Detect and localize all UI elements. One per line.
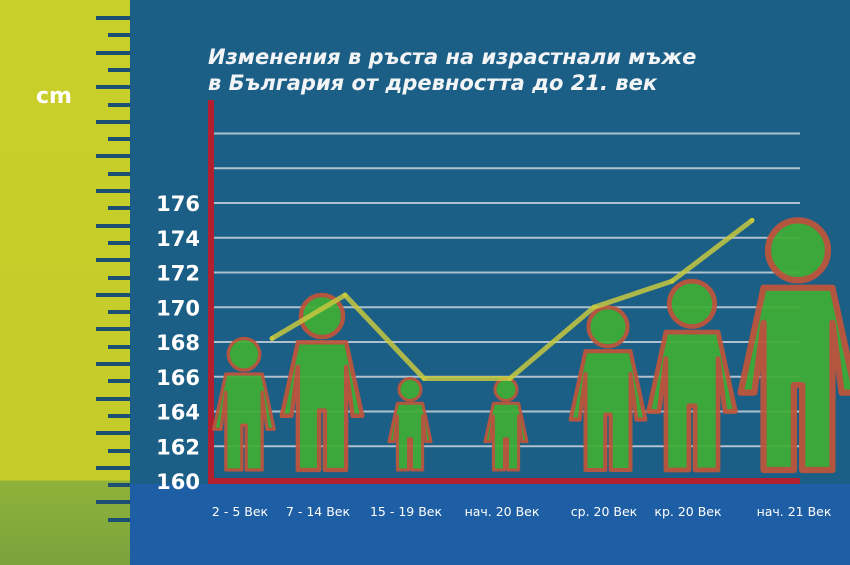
x-tick-label: 2 - 5 Век [212,504,269,519]
y-tick-label: 176 [156,192,200,216]
ruler-tick [108,206,130,211]
person-body [737,284,850,474]
data-point [342,292,348,298]
x-tick-label: ср. 20 Век [571,504,638,519]
data-point [269,336,275,342]
x-tick-label: 15 - 19 Век [370,504,443,519]
person-figure [568,305,648,473]
ruler-tick [108,310,130,315]
ruler-tick [96,465,130,470]
person-figure [483,376,529,472]
person-body [279,340,365,473]
ruler-tick [96,16,130,20]
ruler-tick [96,500,130,505]
ruler-tick [96,327,130,332]
x-tick-label: 7 - 14 Век [286,504,351,519]
ruler-tick [108,171,130,176]
person-head [493,376,519,402]
chart-title-line-1: Изменения в ръста на израстнали мъже [208,45,697,69]
ruler-tick [108,413,130,418]
ruler-tick [108,379,130,384]
person-body [646,329,738,473]
person-body [212,372,276,472]
person-figure [737,217,850,474]
x-tick-label: нач. 20 Век [465,504,540,519]
ruler-tick [108,102,130,107]
person-figure [646,278,738,473]
y-tick-label: 174 [156,227,200,251]
ruler-tick [96,258,130,263]
person-head [666,278,718,329]
y-tick-label: 162 [156,435,200,459]
ruler-tick [108,483,130,488]
y-tick-label: 172 [156,262,200,286]
ruler-tick [96,292,130,297]
chart-title-line-2: в България от древността до 21. век [208,71,658,95]
y-tick-label: 160 [156,470,200,494]
person-head [397,376,423,402]
y-tick-label: 170 [156,296,200,320]
person-body [483,401,529,472]
person-figure [387,376,433,472]
y-tick-label: 168 [156,331,200,355]
ruler-tick [96,431,130,436]
ruler-unit-label: cm [36,84,72,109]
data-point [507,375,513,381]
ruler-tick [108,33,130,38]
person-head [586,305,630,349]
data-point [591,304,597,310]
y-tick-label: 164 [156,401,200,425]
person-head [226,336,262,372]
bottom-band [130,484,850,565]
person-figure [212,336,276,472]
ruler-tick [96,85,130,90]
y-axis-line [208,100,214,483]
person-body [387,401,433,472]
ruler-tick [96,362,130,366]
ruler-tick [108,67,130,72]
x-tick-label: кр. 20 Век [654,504,722,519]
ruler-tick [96,50,130,55]
ruler-tick [108,240,130,245]
ruler: cm [0,0,130,565]
person-head [764,217,832,284]
ruler-tick [96,154,130,159]
ruler-tick [96,119,130,124]
data-point [421,375,427,381]
ruler-tick [108,275,130,280]
x-axis-line [208,478,800,484]
ruler-tick [96,223,130,228]
ruler-ticks [0,0,130,565]
ruler-tick [108,344,130,349]
chart-title: Изменения в ръста на израстнали мъже в Б… [208,44,848,96]
ruler-tick [96,396,130,401]
person-body [568,349,648,473]
data-point [749,217,755,223]
ruler-tick [108,137,130,142]
ruler-tick [108,517,130,522]
person-figure [279,292,365,473]
ruler-tick [108,448,130,453]
x-tick-label: нач. 21 Век [757,504,832,519]
ruler-tick [96,189,130,193]
data-point [669,278,675,284]
person-head [298,292,346,340]
y-tick-label: 166 [156,366,200,390]
